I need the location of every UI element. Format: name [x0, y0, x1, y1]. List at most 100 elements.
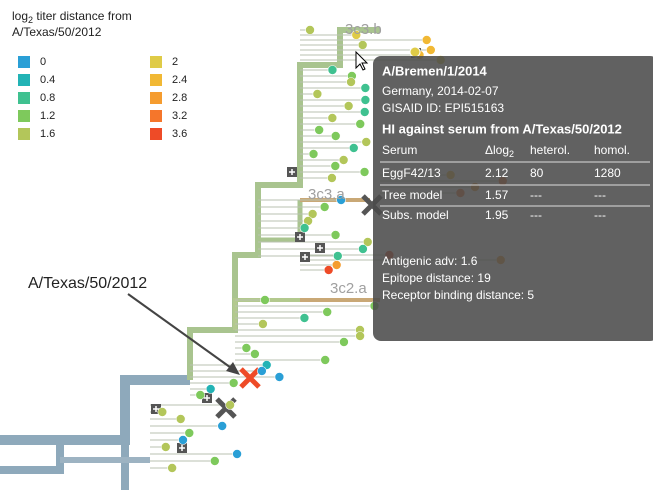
location: Germany, 2014-02-07 — [382, 84, 499, 98]
tip — [314, 125, 324, 135]
tip — [330, 230, 341, 240]
tip — [241, 343, 252, 353]
tip — [299, 313, 310, 323]
tip — [307, 209, 318, 219]
legend-label: 2.8 — [172, 92, 187, 104]
tip — [225, 400, 235, 410]
legend-title-part: log — [12, 9, 28, 23]
arrow — [127, 293, 235, 371]
tip — [331, 260, 342, 270]
header: heterol. — [530, 143, 570, 157]
tip — [359, 167, 370, 177]
tip — [351, 30, 362, 40]
arrow-head — [226, 362, 240, 375]
cell: 1.95 — [485, 208, 509, 222]
strain: A/Bremen/1/2014 — [382, 63, 488, 78]
legend-label: 1.6 — [40, 128, 55, 140]
tip — [327, 65, 338, 75]
legend-swatch — [150, 74, 162, 86]
legend-swatch — [150, 56, 162, 68]
antigenic: Antigenic adv: 1.6 — [382, 254, 478, 268]
tip — [359, 107, 370, 117]
tooltip: A/Bremen/1/2014 Germany, 2014-02-07 GISA… — [373, 56, 653, 341]
serum-plus — [302, 254, 308, 260]
tip — [320, 355, 330, 365]
serum-plus — [289, 169, 295, 175]
tip — [312, 89, 323, 99]
tip — [323, 265, 334, 275]
cell: --- — [594, 208, 606, 222]
cell: 1280 — [594, 166, 621, 180]
cell: 80 — [530, 166, 544, 180]
legend-title: A/Texas/50/2012 — [12, 25, 102, 39]
tip — [250, 349, 260, 359]
legend-label: 1.2 — [40, 110, 55, 122]
legend: 0 0.4 0.8 1.2 1.6 2 2.4 2.8 3.2 3.6 — [18, 56, 187, 140]
hi-title: HI against serum from A/Texas/50/2012 — [382, 121, 622, 136]
tip — [426, 45, 436, 55]
tip — [361, 137, 372, 147]
tip — [336, 195, 346, 205]
phylogenetic-tree — [0, 27, 503, 490]
tooltip-table: EggF42/13 2.12 80 1280 Tree model 1.57 --- --- S… — [382, 166, 621, 222]
tip — [299, 223, 310, 233]
marker — [239, 367, 261, 389]
legend-label: 3.6 — [172, 128, 187, 140]
legend-label: 0.8 — [40, 92, 55, 104]
legend-swatch — [18, 128, 30, 140]
cell: EggF42/13 — [382, 166, 441, 180]
tip — [330, 131, 341, 141]
legend-title: log2 titer distance from — [12, 9, 132, 25]
tip — [357, 40, 368, 50]
tip — [178, 435, 188, 445]
legend-label: 3.2 — [172, 110, 187, 122]
tip — [355, 331, 365, 341]
serum-plus — [297, 234, 303, 240]
tip — [332, 251, 343, 261]
tip — [157, 407, 168, 417]
tip — [305, 25, 315, 35]
gisaid: GISAID ID: EPI515163 — [382, 101, 504, 115]
header: Serum — [382, 143, 417, 157]
tip — [160, 442, 171, 452]
legend-swatch — [18, 92, 30, 104]
cell: 1.57 — [485, 188, 509, 202]
branch — [187, 27, 380, 380]
cell: 2.12 — [485, 166, 509, 180]
branch — [0, 440, 64, 474]
cell: --- — [594, 188, 606, 202]
tip — [362, 237, 373, 247]
header: Δlog2 — [485, 143, 514, 159]
serum-plus — [204, 395, 210, 401]
tip — [308, 149, 319, 159]
tip — [348, 143, 359, 153]
tip — [260, 295, 270, 305]
cell: --- — [530, 208, 542, 222]
header-part: Δlog — [485, 143, 509, 157]
tip — [322, 307, 333, 317]
tooltip-bg — [373, 56, 653, 341]
tip — [184, 428, 195, 438]
tip — [210, 456, 220, 466]
legend-swatch — [150, 110, 162, 122]
tip — [327, 113, 338, 123]
cell: Tree model — [382, 188, 442, 202]
tip — [232, 449, 242, 459]
tip — [346, 77, 356, 87]
tip — [274, 372, 285, 382]
clade-label: 3c3.a — [308, 186, 345, 203]
tip — [360, 83, 371, 93]
epitope: Epitope distance: 19 — [382, 271, 491, 285]
legend-swatch — [150, 92, 162, 104]
tip — [338, 155, 349, 165]
legend-label: 2.4 — [172, 74, 187, 86]
annotation: A/Texas/50/2012 — [28, 275, 147, 292]
legend-swatch — [18, 110, 30, 122]
tip — [343, 101, 354, 111]
tip — [355, 119, 366, 129]
tip — [319, 202, 330, 212]
tip — [228, 378, 239, 388]
tip — [327, 173, 337, 183]
header: homol. — [594, 143, 630, 157]
